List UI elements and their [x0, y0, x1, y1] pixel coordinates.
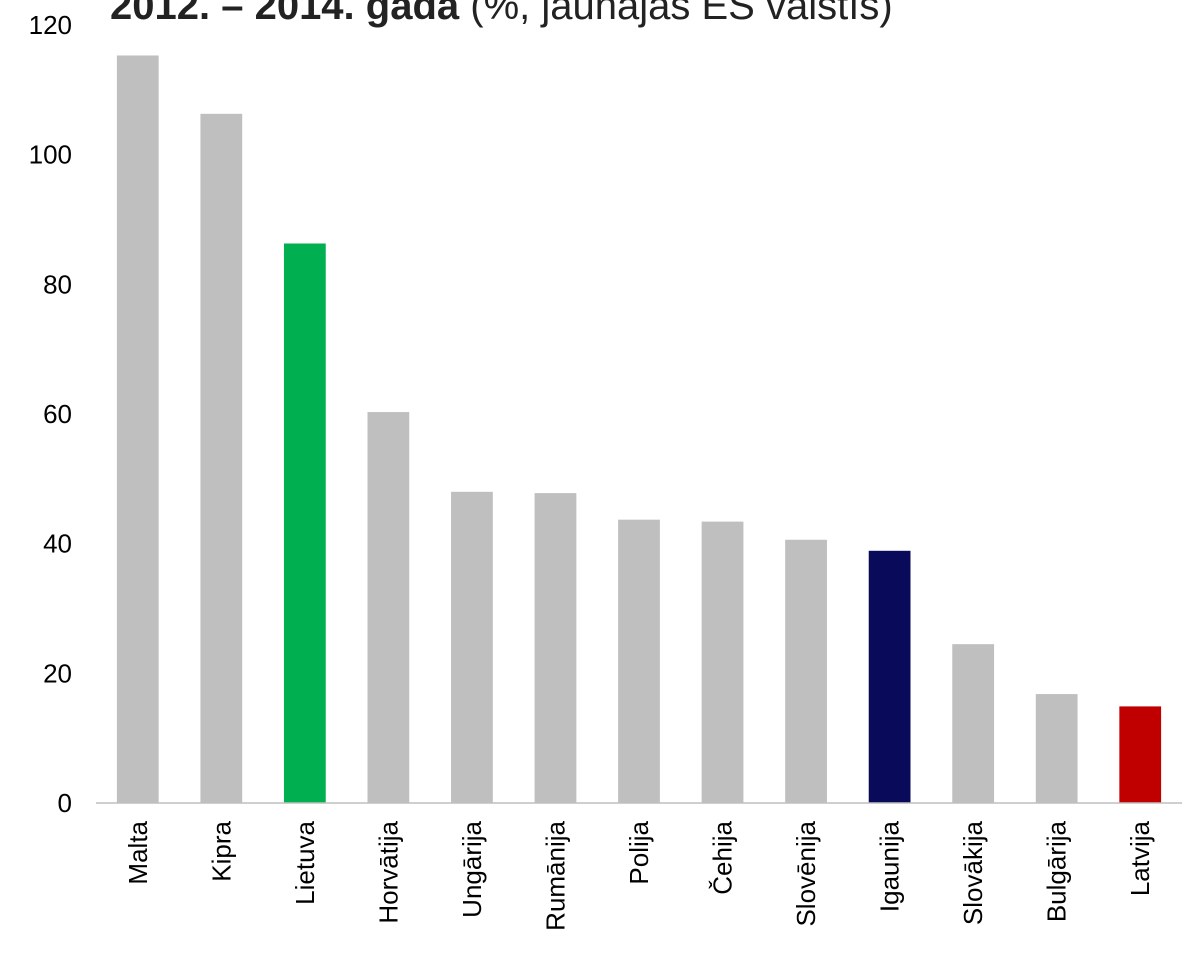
chart-title-regular: (%, jaunajās ES valstīs)	[459, 0, 893, 28]
x-tick-label-bulgarija: Bulgārija	[1042, 820, 1072, 922]
x-tick-label-horvatija: Horvātija	[373, 820, 403, 923]
x-tick-label-lietuva: Lietuva	[290, 820, 320, 904]
y-tick-label-40: 40	[43, 529, 72, 559]
bar-bulgarija	[1035, 694, 1078, 803]
bar-slovenija	[785, 539, 827, 803]
y-tick-label-20: 20	[43, 658, 72, 688]
y-tick-label-120: 120	[29, 10, 72, 40]
bar-malta	[116, 55, 159, 803]
bar-ungarija	[451, 491, 493, 803]
chart-title: 2012. – 2014. gadā (%, jaunajās ES valst…	[110, 0, 893, 30]
y-tick-label-0: 0	[58, 788, 72, 818]
x-axis-labels: Malta Kipra Lietuva Horvātija Ungārija Rumāni…	[123, 820, 1155, 930]
x-tick-label-polija: Polija	[624, 820, 654, 884]
x-tick-label-cehija: Čehija	[708, 820, 738, 894]
x-tick-label-latvija: Latvija	[1125, 820, 1155, 896]
bars	[116, 55, 1162, 804]
bar-lietuva	[283, 243, 326, 803]
y-tick-label-100: 100	[29, 140, 72, 170]
chart-title-bold: 2012. – 2014. gadā	[110, 0, 460, 28]
x-tick-label-malta: Malta	[123, 820, 153, 884]
bar-slovakija	[952, 644, 995, 803]
bar-horvatija	[367, 412, 410, 803]
bar-latvija	[1119, 706, 1162, 803]
y-tick-label-60: 60	[43, 399, 72, 429]
y-axis: 0 20 40 60 80 100 120	[29, 10, 72, 818]
x-tick-label-igaunija: Igaunija	[875, 820, 905, 912]
x-tick-label-slovenija: Slovēnija	[791, 820, 821, 926]
x-tick-label-ungarija: Ungārija	[457, 820, 487, 917]
bar-rumanija	[534, 493, 577, 803]
y-tick-label-80: 80	[43, 269, 72, 299]
bar-polija	[618, 519, 660, 803]
x-tick-label-slovakija: Slovākija	[958, 820, 988, 925]
x-tick-label-kipra: Kipra	[206, 820, 236, 881]
bar-kipra	[200, 113, 243, 804]
x-tick-label-rumanija: Rumānija	[540, 820, 570, 930]
bar-cehija	[701, 521, 744, 803]
bar-igaunija	[868, 550, 911, 803]
